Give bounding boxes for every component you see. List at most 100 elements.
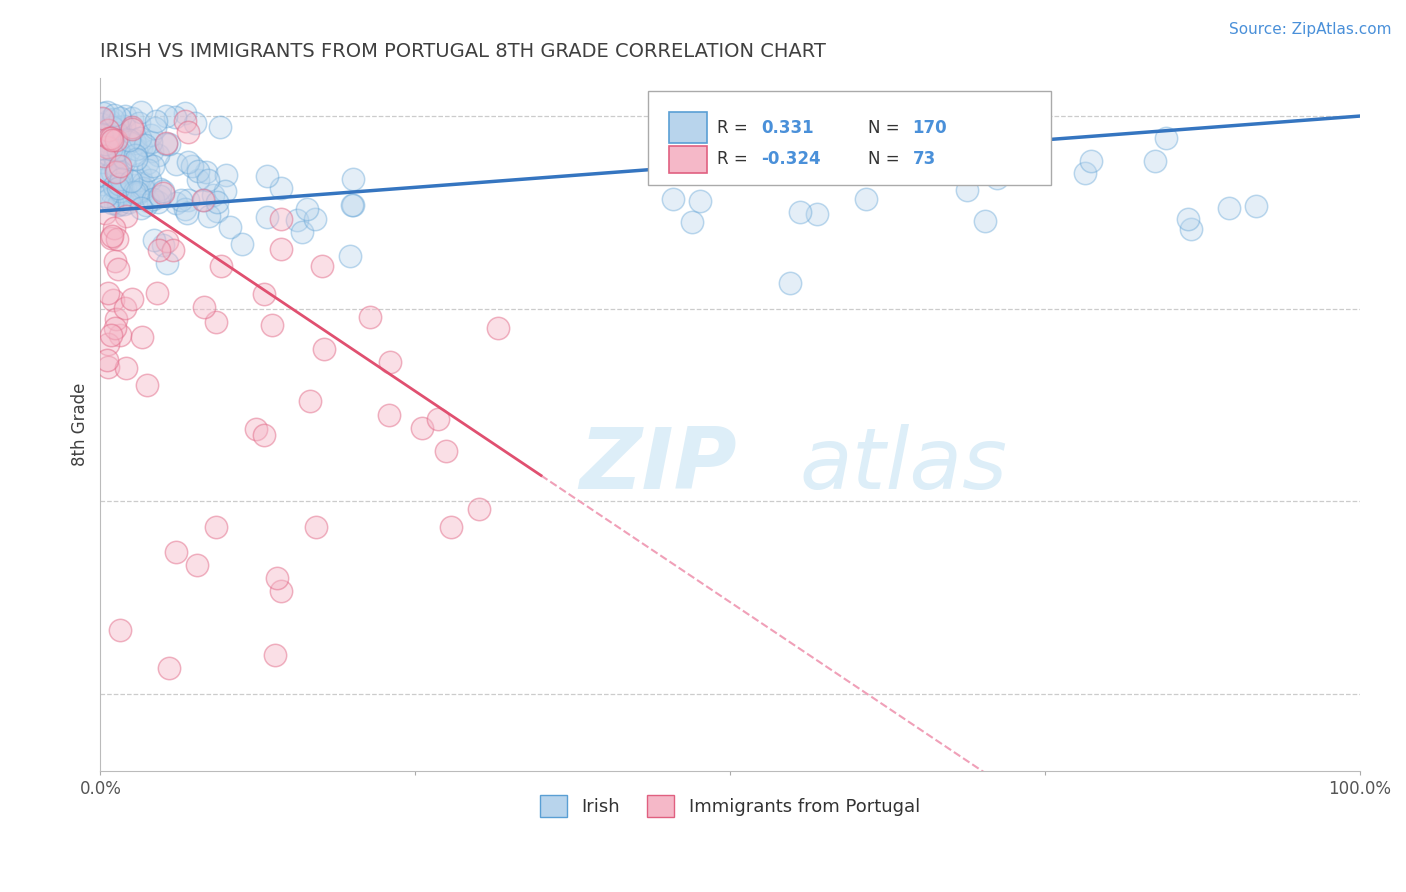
Point bbox=[121, 174, 143, 188]
Point bbox=[135, 198, 157, 212]
Point bbox=[115, 361, 138, 376]
Point bbox=[105, 164, 128, 178]
Point bbox=[112, 151, 135, 165]
Point bbox=[434, 444, 457, 458]
Point bbox=[91, 125, 114, 139]
Point bbox=[103, 179, 125, 194]
Point bbox=[115, 209, 138, 223]
Point bbox=[104, 122, 127, 136]
Point bbox=[100, 185, 122, 199]
Point bbox=[104, 321, 127, 335]
Point bbox=[169, 194, 191, 208]
Point bbox=[103, 149, 125, 163]
Point bbox=[157, 137, 180, 152]
Point bbox=[100, 142, 122, 156]
Bar bbox=[669, 146, 707, 172]
Point bbox=[661, 192, 683, 206]
Point bbox=[205, 520, 228, 534]
Point bbox=[155, 137, 177, 152]
Point bbox=[270, 180, 292, 194]
Point bbox=[96, 352, 118, 367]
Point bbox=[231, 237, 253, 252]
Point bbox=[107, 147, 129, 161]
Point bbox=[974, 214, 997, 228]
Point bbox=[148, 243, 170, 257]
Point bbox=[142, 193, 165, 207]
Point bbox=[101, 112, 124, 126]
Point bbox=[202, 187, 225, 202]
Point bbox=[91, 106, 114, 120]
Point bbox=[104, 158, 127, 172]
Point bbox=[100, 328, 122, 343]
Point bbox=[114, 110, 136, 124]
Point bbox=[125, 185, 148, 199]
Point bbox=[253, 427, 276, 442]
Point bbox=[378, 409, 401, 423]
Point bbox=[148, 148, 170, 162]
Point bbox=[108, 159, 131, 173]
Point bbox=[136, 156, 159, 170]
Point bbox=[131, 105, 153, 120]
Point bbox=[180, 159, 202, 173]
Point bbox=[94, 130, 117, 145]
Point bbox=[97, 123, 120, 137]
Point bbox=[163, 110, 186, 124]
Point bbox=[291, 225, 314, 239]
Point bbox=[96, 104, 118, 119]
Point bbox=[117, 135, 139, 149]
Point bbox=[205, 203, 228, 218]
Point bbox=[142, 159, 165, 173]
Point bbox=[209, 120, 232, 135]
Point bbox=[110, 171, 132, 186]
Point bbox=[689, 194, 711, 209]
Point bbox=[194, 164, 217, 178]
Text: 0.331: 0.331 bbox=[762, 120, 814, 137]
Text: R =: R = bbox=[717, 120, 748, 137]
Point bbox=[1080, 153, 1102, 168]
Text: N =: N = bbox=[869, 120, 900, 137]
Point bbox=[260, 318, 283, 332]
Text: IRISH VS IMMIGRANTS FROM PORTUGAL 8TH GRADE CORRELATION CHART: IRISH VS IMMIGRANTS FROM PORTUGAL 8TH GR… bbox=[100, 42, 827, 61]
Point bbox=[139, 135, 162, 149]
Point bbox=[186, 558, 208, 573]
Point bbox=[108, 177, 131, 191]
Point bbox=[104, 165, 127, 179]
Point bbox=[100, 230, 122, 244]
Point bbox=[219, 220, 242, 235]
Point bbox=[94, 206, 117, 220]
Point bbox=[118, 133, 141, 147]
Point bbox=[855, 192, 877, 206]
Point bbox=[197, 209, 219, 223]
Point bbox=[263, 648, 285, 663]
Point bbox=[93, 149, 115, 163]
Point bbox=[97, 112, 120, 127]
Point bbox=[100, 133, 122, 147]
Point bbox=[90, 128, 112, 143]
Point bbox=[94, 163, 117, 178]
Point bbox=[173, 202, 195, 217]
Point bbox=[90, 112, 112, 126]
Point bbox=[132, 180, 155, 194]
Point bbox=[104, 183, 127, 197]
Point bbox=[101, 128, 124, 143]
Point bbox=[155, 136, 177, 150]
Point bbox=[101, 196, 124, 211]
Point bbox=[111, 186, 134, 201]
Point bbox=[114, 301, 136, 315]
Point bbox=[127, 173, 149, 187]
Point bbox=[297, 202, 319, 216]
Point bbox=[112, 196, 135, 211]
Point bbox=[156, 256, 179, 270]
Point bbox=[440, 520, 463, 534]
Point bbox=[110, 149, 132, 163]
Point bbox=[107, 198, 129, 212]
Bar bbox=[669, 112, 707, 144]
Point bbox=[139, 172, 162, 186]
Point bbox=[94, 169, 117, 183]
Point bbox=[155, 109, 177, 123]
Point bbox=[132, 183, 155, 197]
Point bbox=[266, 571, 288, 585]
Point bbox=[108, 123, 131, 137]
Text: ZIP: ZIP bbox=[579, 425, 737, 508]
Point bbox=[110, 172, 132, 186]
